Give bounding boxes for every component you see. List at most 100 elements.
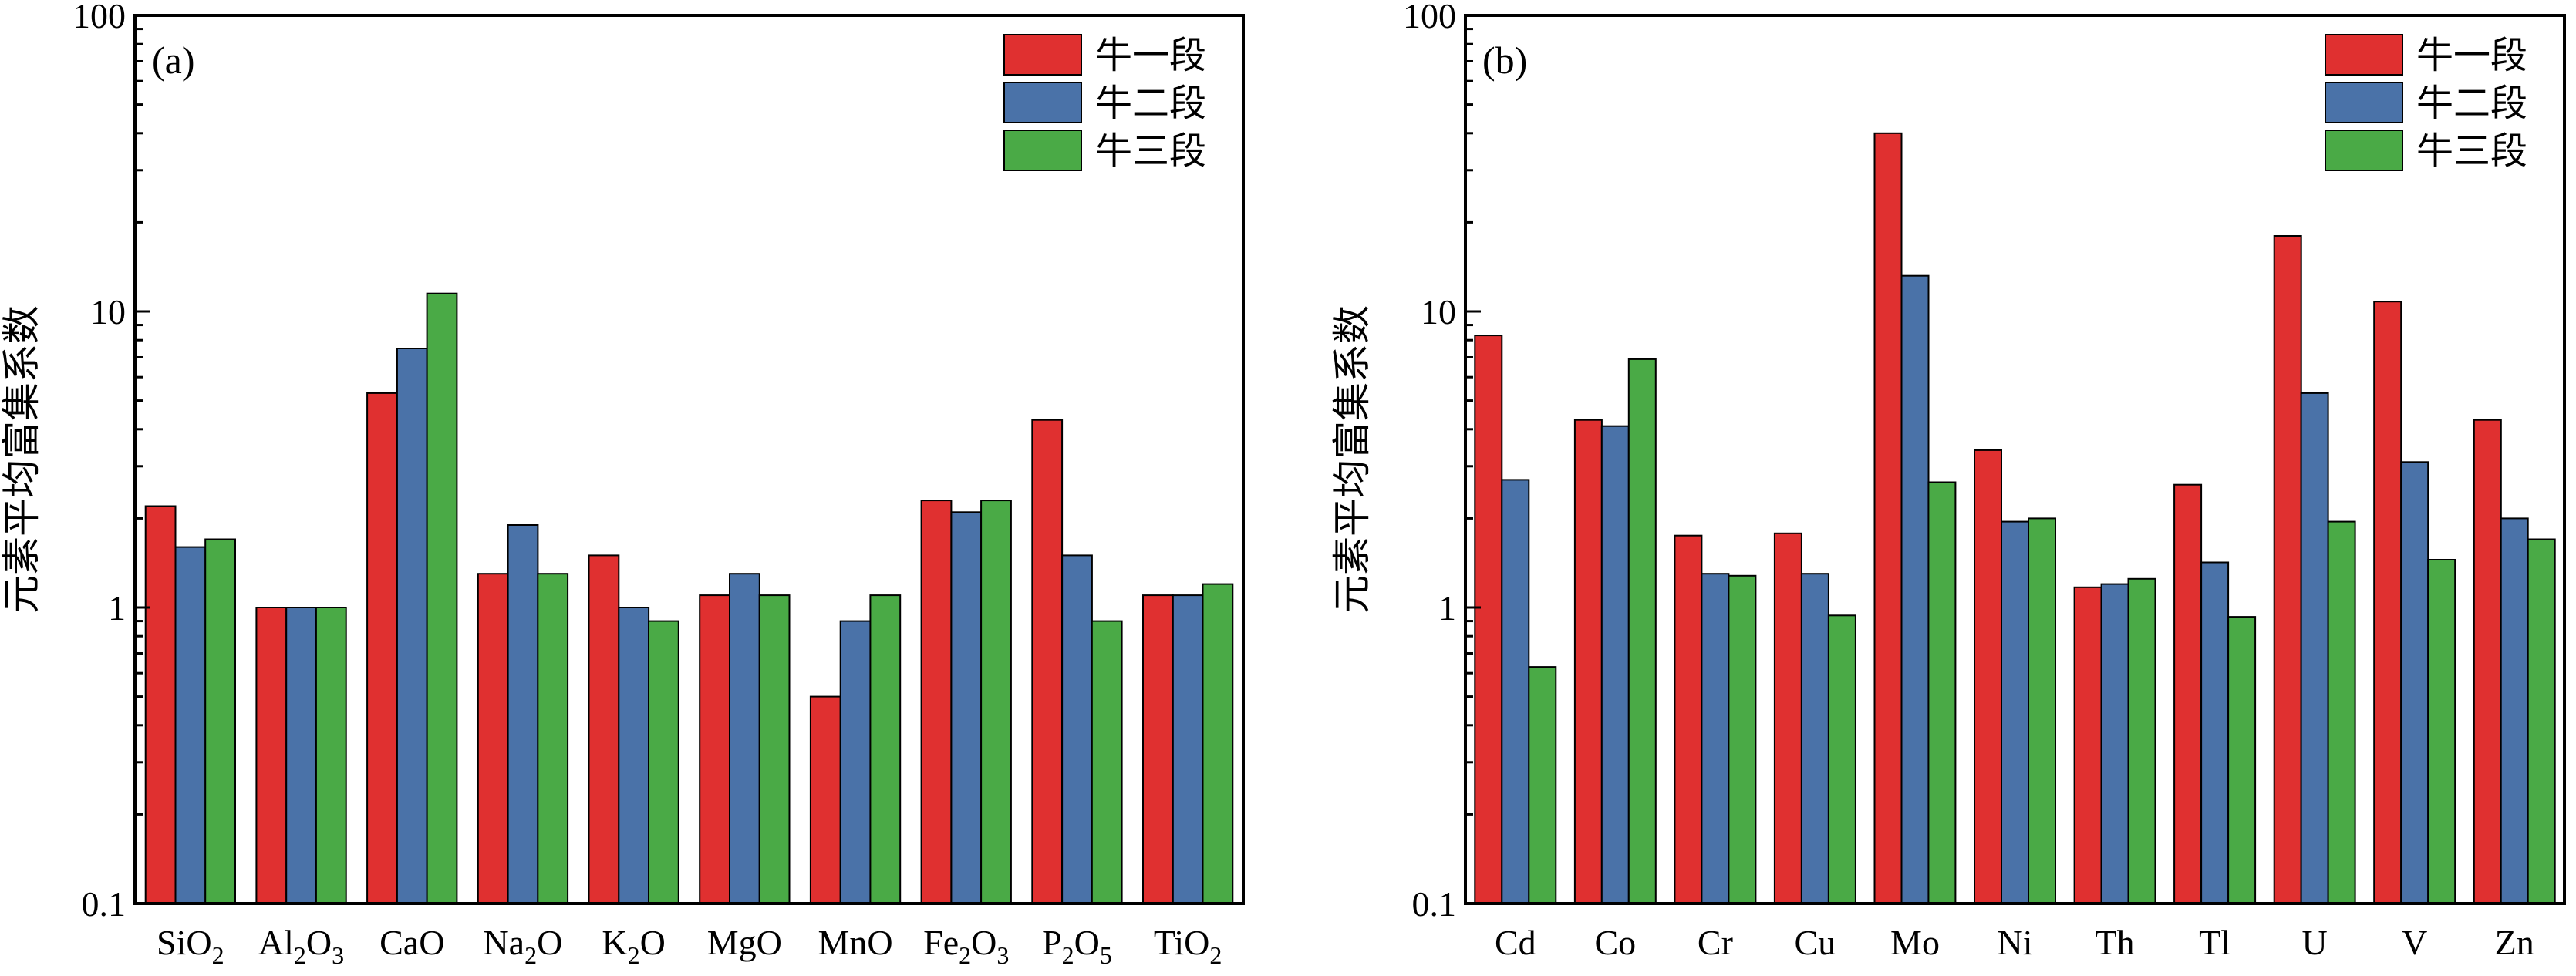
bar-P2O5-series-1: [1031, 419, 1064, 904]
bar-Th-series-1: [2073, 586, 2102, 904]
legend-label-2: 牛二段: [2416, 82, 2527, 125]
x-tick-label: TiO2: [1154, 923, 1222, 969]
panel-label: (b): [1482, 39, 1527, 82]
legend-label-1: 牛一段: [2416, 34, 2527, 77]
x-tick-label: CaO: [379, 923, 444, 962]
bar-Fe2O3-series-3: [980, 500, 1012, 904]
bar-TiO2-series-1: [1142, 594, 1174, 904]
bar-MnO-series-1: [809, 695, 841, 904]
x-tick-label: Co: [1594, 923, 1636, 962]
x-tick-label: V: [2402, 923, 2427, 962]
x-tick-label: Na2O: [483, 923, 562, 969]
bar-SiO-series-1: [144, 505, 177, 904]
x-tick-label: Mo: [1890, 923, 1940, 962]
bar-Al2O3-series-2: [285, 607, 318, 904]
bar-MgO-series-1: [699, 594, 731, 904]
y-tick-label: 10: [1421, 292, 1456, 332]
bar-Mo-series-3: [1927, 481, 1957, 904]
x-tick-label: Tl: [2199, 923, 2230, 962]
y-tick-label: 1: [108, 588, 126, 628]
bar-CaO-series-1: [366, 392, 398, 904]
legend-label-1: 牛一段: [1095, 34, 1206, 77]
bar-V-series-2: [2400, 461, 2429, 904]
bar-Tl-series-2: [2200, 561, 2230, 904]
bar-Ni-series-3: [2028, 517, 2056, 905]
x-tick-label: U: [2301, 923, 2327, 962]
bar-Ni-series-1: [1974, 449, 2002, 904]
bar-Na2O-series-1: [477, 573, 509, 904]
chart-panel-b: Cd Co Cr Cu Mo Ni Th Tl U V Zn 0.1 1 10 100 (b) 元素平均富集系数…: [1330, 0, 2566, 962]
bar-Cd-series-3: [1528, 666, 1557, 904]
bar-Co-series-1: [1573, 419, 1603, 904]
bar-Co-series-2: [1600, 425, 1630, 904]
bar-Ni-series-2: [2001, 520, 2029, 904]
x-tick-label: Th: [2095, 923, 2134, 962]
x-tick-label: MnO: [818, 923, 892, 962]
y-tick-label: 100: [72, 0, 126, 35]
bar-CaO-series-2: [396, 348, 428, 904]
bar-Tl-series-3: [2227, 616, 2257, 904]
bar-Cd-series-1: [1474, 335, 1503, 905]
x-tick-label: Cu: [1795, 923, 1836, 962]
bar-CaO-series-3: [426, 292, 458, 904]
legend-swatch-1: [2325, 34, 2403, 76]
plot-frame: [1464, 14, 2566, 905]
bar-Cu-series-3: [1827, 614, 1856, 904]
bar-Cu-series-2: [1800, 573, 1829, 904]
x-tick-label: Zn: [2495, 923, 2534, 962]
bar-Al2O3-series-1: [255, 607, 288, 904]
y-axis-title: 元素平均富集系数: [0, 305, 44, 614]
bar-MnO-series-3: [869, 594, 902, 904]
x-tick-label: K2O: [602, 923, 665, 969]
bar-Al2O3-series-3: [315, 607, 347, 904]
bar-V-series-1: [2373, 301, 2402, 904]
bar-Zn-series-1: [2473, 419, 2502, 904]
bar-Tl-series-1: [2173, 483, 2203, 904]
legend-label-2: 牛二段: [1095, 82, 1206, 125]
bar-Co-series-3: [1627, 358, 1657, 904]
bar-P2O5-series-2: [1061, 554, 1093, 905]
bar-Cr-series-3: [1728, 574, 1757, 904]
panel-label: (a): [152, 39, 195, 82]
bar-Cd-series-2: [1501, 479, 1530, 904]
legend-label-3: 牛三段: [2416, 130, 2527, 173]
bar-Zn-series-3: [2527, 538, 2556, 904]
x-tick-label: P2O5: [1042, 923, 1112, 969]
legend-swatch-1: [1003, 34, 1082, 76]
x-tick-label: Ni: [1998, 923, 2033, 962]
legend-label-3: 牛三段: [1095, 130, 1206, 173]
x-tick-label: MgO: [707, 923, 782, 962]
bar-Fe2O3-series-2: [950, 511, 983, 904]
y-tick-label: 1: [1438, 588, 1456, 628]
bar-TiO2-series-3: [1202, 583, 1234, 904]
y-axis-title: 元素平均富集系数: [1330, 305, 1374, 614]
bar-Cr-series-1: [1674, 534, 1703, 904]
bar-Fe2O3-series-1: [920, 500, 953, 904]
y-tick-label: 0.1: [1412, 884, 1457, 924]
y-tick-label: 0.1: [82, 884, 126, 924]
legend-swatch-3: [1003, 130, 1082, 171]
bar-TiO2-series-2: [1172, 594, 1204, 904]
bar-Zn-series-2: [2500, 517, 2529, 905]
x-tick-label: Al2O3: [258, 923, 344, 969]
bar-Mo-series-2: [1900, 274, 1930, 904]
bar-MnO-series-2: [839, 620, 872, 904]
bar-K2O-series-2: [618, 607, 650, 904]
x-tick-label: Fe2O3: [923, 923, 1009, 969]
bar-SiO-series-2: [174, 546, 207, 904]
bar-Mo-series-1: [1873, 132, 1903, 905]
bar-MgO-series-3: [758, 594, 791, 904]
bar-K2O-series-3: [648, 620, 679, 904]
y-tick-label: 100: [1403, 0, 1456, 35]
legend-swatch-2: [1003, 82, 1082, 123]
bar-Na2O-series-3: [537, 573, 569, 904]
x-tick-label: Cd: [1495, 923, 1536, 962]
legend-swatch-3: [2325, 130, 2403, 171]
bar-Cr-series-2: [1701, 573, 1730, 904]
bar-U-series-2: [2300, 392, 2329, 904]
bar-P2O5-series-3: [1091, 620, 1123, 904]
bar-Cu-series-1: [1773, 532, 1802, 904]
bar-Th-series-3: [2127, 577, 2156, 904]
